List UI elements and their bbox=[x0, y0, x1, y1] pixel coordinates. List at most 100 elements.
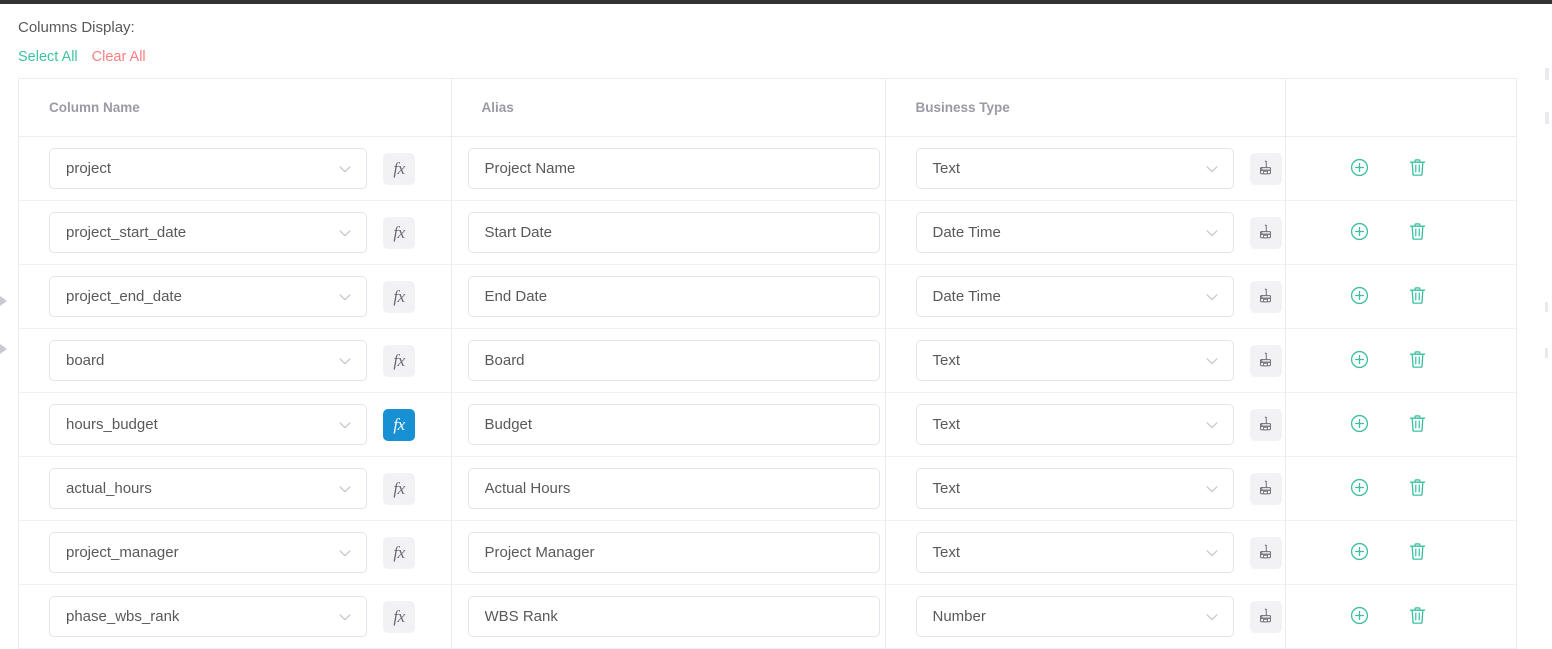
add-row-button[interactable] bbox=[1349, 350, 1371, 372]
cell-column-name: board fx bbox=[19, 328, 452, 393]
business-type-select[interactable]: Text bbox=[915, 404, 1234, 445]
formula-fx-button[interactable]: fx bbox=[383, 600, 415, 633]
delete-row-button[interactable] bbox=[1407, 414, 1429, 436]
formula-fx-button[interactable]: fx bbox=[383, 472, 415, 505]
alias-input[interactable] bbox=[467, 148, 880, 189]
delete-row-button[interactable] bbox=[1407, 350, 1429, 372]
cell-alias bbox=[451, 456, 886, 521]
formula-fx-button[interactable]: fx bbox=[383, 408, 415, 441]
alias-input[interactable] bbox=[467, 340, 880, 381]
format-painter-button[interactable] bbox=[1249, 600, 1282, 633]
right-edge-artifact-1 bbox=[1545, 68, 1549, 80]
format-painter-button[interactable] bbox=[1249, 280, 1282, 313]
business-type-select[interactable]: Date Time bbox=[915, 276, 1234, 317]
cell-column-name: actual_hours fx bbox=[19, 456, 452, 521]
column-name-select[interactable]: phase_wbs_rank bbox=[49, 596, 367, 637]
business-type-value: Text bbox=[932, 480, 961, 497]
business-type-select[interactable]: Text bbox=[915, 148, 1234, 189]
header-alias: Alias bbox=[451, 79, 886, 137]
chevron-down-icon bbox=[1205, 546, 1219, 560]
formula-fx-button[interactable]: fx bbox=[383, 280, 415, 313]
delete-row-button[interactable] bbox=[1407, 606, 1429, 628]
format-painter-button[interactable] bbox=[1249, 152, 1282, 185]
fx-label: fx bbox=[393, 287, 405, 306]
format-painter-icon bbox=[1257, 159, 1274, 179]
cell-alias bbox=[451, 392, 886, 457]
add-row-button[interactable] bbox=[1349, 542, 1371, 564]
delete-row-button[interactable] bbox=[1407, 222, 1429, 244]
trash-icon bbox=[1407, 285, 1428, 309]
column-name-select[interactable]: project bbox=[49, 148, 367, 189]
chevron-down-icon bbox=[338, 226, 352, 240]
business-type-select[interactable]: Text bbox=[915, 532, 1234, 573]
cell-column-name: phase_wbs_rank fx bbox=[19, 584, 452, 649]
format-painter-button[interactable] bbox=[1249, 472, 1282, 505]
delete-row-button[interactable] bbox=[1407, 478, 1429, 500]
cell-alias bbox=[451, 264, 886, 329]
business-type-select[interactable]: Number bbox=[915, 596, 1234, 637]
delete-row-button[interactable] bbox=[1407, 158, 1429, 180]
fx-label: fx bbox=[393, 607, 405, 626]
add-row-button[interactable] bbox=[1349, 478, 1371, 500]
format-painter-icon bbox=[1257, 415, 1274, 435]
plus-circle-icon bbox=[1349, 221, 1370, 245]
business-type-select[interactable]: Text bbox=[915, 468, 1234, 509]
column-name-value: project_start_date bbox=[66, 224, 187, 241]
add-row-button[interactable] bbox=[1349, 414, 1371, 436]
add-row-button[interactable] bbox=[1349, 158, 1371, 180]
business-type-select[interactable]: Text bbox=[915, 340, 1234, 381]
cell-business-type: Text bbox=[885, 328, 1286, 393]
cell-column-name: project_end_date fx bbox=[19, 264, 452, 329]
delete-row-button[interactable] bbox=[1407, 286, 1429, 308]
column-name-select[interactable]: hours_budget bbox=[49, 404, 367, 445]
format-painter-button[interactable] bbox=[1249, 536, 1282, 569]
formula-fx-button[interactable]: fx bbox=[383, 344, 415, 377]
cell-business-type: Date Time bbox=[885, 264, 1286, 329]
alias-input[interactable] bbox=[467, 212, 880, 253]
formula-fx-button[interactable]: fx bbox=[383, 152, 415, 185]
right-edge-artifact-4 bbox=[1545, 348, 1548, 358]
fx-label: fx bbox=[393, 415, 405, 434]
column-name-select[interactable]: project_start_date bbox=[49, 212, 367, 253]
bulk-select-links: Select All Clear All bbox=[18, 48, 1552, 66]
format-painter-button[interactable] bbox=[1249, 344, 1282, 377]
chevron-down-icon bbox=[1205, 482, 1219, 496]
column-name-select[interactable]: project_manager bbox=[49, 532, 367, 573]
add-row-button[interactable] bbox=[1349, 222, 1371, 244]
column-name-select[interactable]: project_end_date bbox=[49, 276, 367, 317]
add-row-button[interactable] bbox=[1349, 286, 1371, 308]
plus-circle-icon bbox=[1349, 157, 1370, 181]
clear-all-link[interactable]: Clear All bbox=[91, 49, 146, 65]
alias-input[interactable] bbox=[467, 276, 880, 317]
add-row-button[interactable] bbox=[1349, 606, 1371, 628]
chevron-down-icon bbox=[1205, 610, 1219, 624]
business-type-select[interactable]: Date Time bbox=[915, 212, 1234, 253]
select-all-link[interactable]: Select All bbox=[18, 49, 78, 65]
business-type-value: Text bbox=[932, 160, 961, 177]
alias-input[interactable] bbox=[467, 404, 880, 445]
column-name-select[interactable]: actual_hours bbox=[49, 468, 367, 509]
format-painter-button[interactable] bbox=[1249, 216, 1282, 249]
plus-circle-icon bbox=[1349, 413, 1370, 437]
columns-display-panel: Columns Display: Select All Clear All Co… bbox=[0, 4, 1552, 649]
format-painter-button[interactable] bbox=[1249, 408, 1282, 441]
alias-input[interactable] bbox=[467, 468, 880, 509]
cell-actions bbox=[1285, 520, 1516, 585]
column-name-select[interactable]: board bbox=[49, 340, 367, 381]
formula-fx-button[interactable]: fx bbox=[383, 216, 415, 249]
fx-label: fx bbox=[393, 159, 405, 178]
alias-input[interactable] bbox=[467, 596, 880, 637]
chevron-down-icon bbox=[1205, 354, 1219, 368]
trash-icon bbox=[1407, 157, 1428, 181]
columns-table-body: projectfxTextproject_start_datefxDate Ti… bbox=[19, 136, 1516, 649]
business-type-value: Text bbox=[932, 544, 961, 561]
cell-alias bbox=[451, 584, 886, 649]
formula-fx-button[interactable]: fx bbox=[383, 536, 415, 569]
cell-actions bbox=[1285, 584, 1516, 649]
delete-row-button[interactable] bbox=[1407, 542, 1429, 564]
cell-alias bbox=[451, 136, 886, 201]
cell-actions bbox=[1285, 264, 1516, 329]
cell-column-name: project_manager fx bbox=[19, 520, 452, 585]
alias-input[interactable] bbox=[467, 532, 880, 573]
column-name-value: hours_budget bbox=[66, 416, 158, 433]
